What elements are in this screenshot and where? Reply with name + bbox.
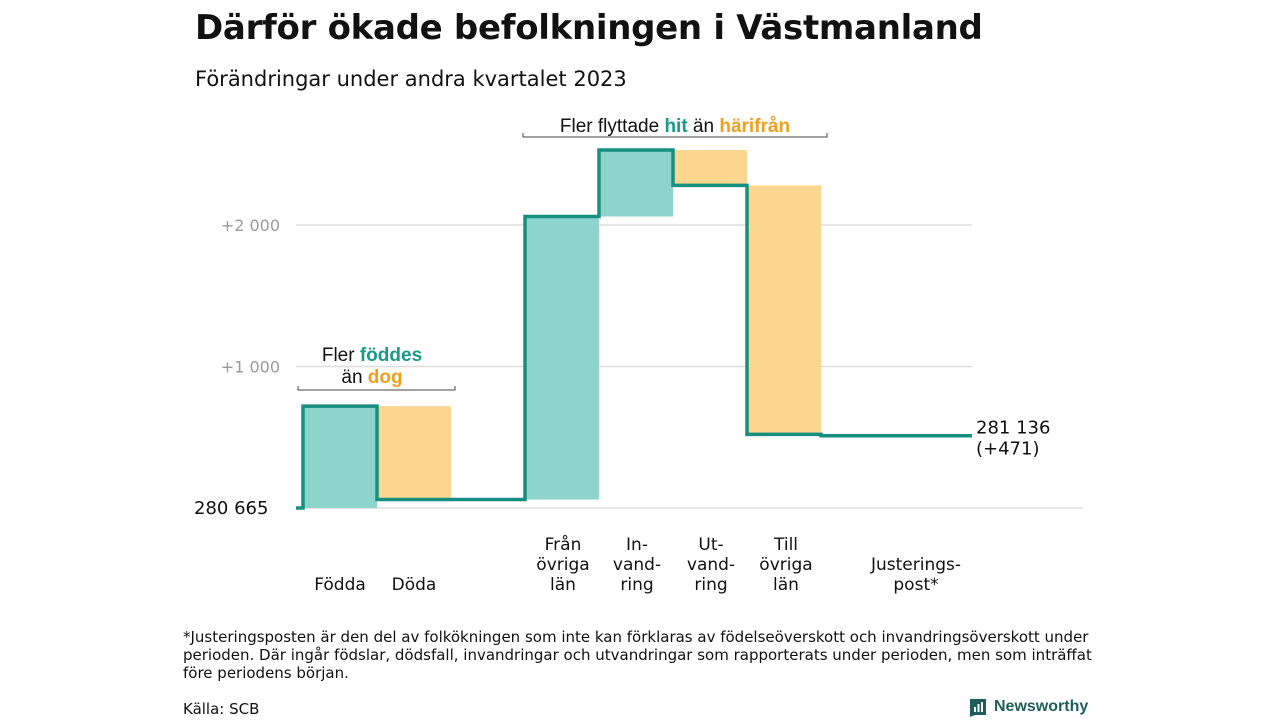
y-tick-label-0: +2 000 (221, 216, 280, 235)
x-label-till-ovriga-lan: Till övriga län (759, 535, 812, 595)
bar-invandring (599, 150, 673, 217)
footnote: *Justeringsposten är den del av folkökni… (183, 628, 1092, 682)
x-label-fodda: Födda (314, 575, 366, 595)
bar-fodda (303, 406, 377, 508)
bar-till-ovriga-lan (747, 185, 821, 435)
end-change-label: (+471) (976, 439, 1039, 460)
bar-doda (377, 406, 451, 500)
migration-annotation-bracket (522, 133, 828, 138)
chart-title: Därför ökade befolkningen i Västmanland (195, 8, 983, 48)
births-annotation-line1: Fler föddes (322, 345, 422, 366)
waterfall-chart: +2 000 +1 000 Födda Döda Från övriga län In-van… (194, 116, 1083, 595)
newsworthy-icon (970, 699, 986, 717)
chart-subtitle: Förändringar under andra kvartalet 2023 (195, 67, 627, 91)
x-label-utvandring: Ut-vand-ring (687, 535, 735, 595)
cumulative-step-line (296, 148, 972, 510)
bar-utvandring (673, 150, 747, 186)
end-value-label: 281 136 (976, 418, 1050, 439)
brand-name: Newsworthy (994, 698, 1089, 715)
x-label-doda: Döda (392, 575, 437, 595)
x-label-justeringspost: Justerings-post* (870, 555, 961, 595)
brand-logo: Newsworthy (968, 697, 1088, 717)
migration-annotation-text: Fler flyttade hit än härifrån (560, 116, 790, 137)
births-annotation-line2: än dog (341, 367, 402, 388)
y-tick-label-1: +1 000 (221, 358, 280, 377)
x-label-invandring: In-vand-ring (613, 535, 661, 595)
start-value-label: 280 665 (194, 498, 268, 519)
births-annotation-bracket (297, 386, 456, 391)
x-label-fran-ovriga-lan: Från övriga län (536, 534, 589, 595)
bar-fran-ovriga-lan (525, 216, 599, 500)
source-label: Källa: SCB (183, 700, 260, 718)
